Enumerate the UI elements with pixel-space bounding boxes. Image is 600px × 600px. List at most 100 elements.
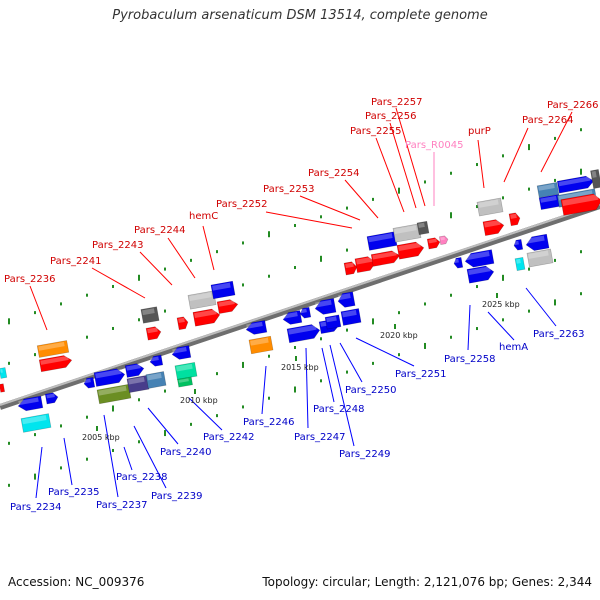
gene-shape[interactable] bbox=[216, 298, 239, 315]
tick-mark bbox=[528, 187, 530, 191]
gene-shape[interactable] bbox=[210, 280, 236, 300]
gene-shape[interactable] bbox=[20, 413, 52, 433]
gene-shape[interactable] bbox=[282, 310, 303, 326]
gene-shape[interactable] bbox=[556, 175, 595, 194]
leader-line bbox=[487, 311, 515, 341]
gene-label-bottom[interactable]: Pars_2249 bbox=[339, 449, 390, 460]
gene-label-bottom[interactable]: Pars_2251 bbox=[395, 369, 446, 380]
gene-shape[interactable] bbox=[482, 218, 505, 237]
gene-shape[interactable] bbox=[140, 306, 160, 324]
kbp-label: 2020 kbp bbox=[380, 331, 418, 340]
gene-shape[interactable] bbox=[36, 340, 70, 358]
gene-shape[interactable] bbox=[0, 383, 6, 393]
gene-label-bottom[interactable]: Pars_2239 bbox=[151, 491, 202, 502]
gene-shape[interactable] bbox=[538, 193, 562, 211]
gene-label-bottom[interactable]: Pars_2246 bbox=[243, 417, 294, 428]
gene-shape[interactable] bbox=[366, 231, 398, 251]
gene-label-top[interactable]: Pars_2241 bbox=[50, 256, 101, 267]
gene-shape[interactable] bbox=[38, 354, 73, 373]
tick-mark bbox=[502, 154, 504, 158]
gene-shape[interactable] bbox=[343, 261, 358, 276]
gene-shape[interactable] bbox=[44, 392, 59, 405]
gene-shape[interactable] bbox=[248, 335, 274, 355]
gene-shape[interactable] bbox=[392, 223, 422, 243]
gene-shape[interactable] bbox=[526, 248, 554, 268]
gene-shape[interactable] bbox=[192, 308, 221, 327]
gene-shape[interactable] bbox=[416, 220, 430, 236]
gene-shape[interactable] bbox=[187, 290, 217, 310]
gene-label-bottom[interactable]: Pars_2250 bbox=[345, 385, 396, 396]
gene-shape[interactable] bbox=[324, 314, 342, 330]
gene-shape[interactable] bbox=[370, 250, 401, 267]
gene-label-top[interactable]: purP bbox=[468, 126, 491, 137]
gene-shape[interactable] bbox=[126, 374, 150, 394]
gene-label-top[interactable]: Pars_2266 bbox=[547, 100, 598, 111]
gene-shape[interactable] bbox=[124, 363, 145, 378]
gene-label-top[interactable]: Pars_2253 bbox=[263, 184, 314, 195]
gene-shape[interactable] bbox=[17, 395, 44, 412]
leader-line bbox=[147, 407, 179, 445]
gene-label-top[interactable]: Pars_2264 bbox=[522, 115, 573, 126]
gene-shape[interactable] bbox=[513, 239, 524, 251]
gene-label-top[interactable]: Pars_2257 bbox=[371, 97, 422, 108]
gene-label-top[interactable]: Pars_2254 bbox=[308, 168, 359, 179]
gene-shape[interactable] bbox=[145, 326, 162, 341]
gene-shape[interactable] bbox=[145, 371, 167, 389]
gene-shape[interactable] bbox=[476, 197, 504, 217]
gene-label-bottom[interactable]: Pars_2240 bbox=[160, 447, 211, 458]
gene-shape[interactable] bbox=[337, 291, 356, 309]
gene-shape[interactable] bbox=[464, 249, 495, 269]
gene-shape[interactable] bbox=[93, 367, 126, 387]
tick-mark bbox=[86, 457, 88, 461]
gene-label-top[interactable]: Pars_2252 bbox=[216, 199, 267, 210]
gene-shape[interactable] bbox=[149, 354, 164, 367]
gene-shape[interactable] bbox=[514, 257, 526, 271]
gene-label-top[interactable]: hemC bbox=[189, 211, 218, 222]
gene-shape[interactable] bbox=[525, 233, 550, 252]
gene-shape[interactable] bbox=[396, 241, 425, 260]
gene-shape[interactable] bbox=[83, 376, 96, 389]
gene-shape[interactable] bbox=[0, 367, 8, 379]
gene-shape[interactable] bbox=[245, 319, 268, 335]
gene-shape[interactable] bbox=[508, 212, 521, 227]
gene-shape[interactable] bbox=[177, 376, 193, 388]
gene-label-bottom[interactable]: hemA bbox=[499, 342, 528, 353]
gene-label-top[interactable]: Pars_2255 bbox=[350, 126, 401, 137]
gene-label-bottom[interactable]: Pars_2238 bbox=[116, 472, 167, 483]
gene-label-bottom[interactable]: Pars_2237 bbox=[96, 500, 147, 511]
gene-shape[interactable] bbox=[354, 255, 377, 274]
leader-line bbox=[355, 337, 415, 367]
gene-shape[interactable] bbox=[453, 257, 464, 269]
gene-shape[interactable] bbox=[590, 169, 600, 189]
gene-shape[interactable] bbox=[286, 323, 321, 344]
tick-mark bbox=[294, 224, 296, 228]
kbp-tick bbox=[194, 389, 196, 394]
gene-label-bottom[interactable]: Pars_2247 bbox=[294, 432, 345, 443]
gene-label-top[interactable]: Pars_2243 bbox=[92, 240, 143, 251]
gene-shape[interactable] bbox=[174, 361, 198, 381]
gene-shape[interactable] bbox=[314, 297, 337, 315]
gene-shape[interactable] bbox=[299, 306, 312, 319]
gene-shape[interactable] bbox=[560, 193, 600, 216]
kbp-tick bbox=[394, 324, 396, 329]
gene-label-bottom[interactable]: Pars_2258 bbox=[444, 354, 495, 365]
gene-label-bottom[interactable]: Pars_2235 bbox=[48, 487, 99, 498]
gene-label-top[interactable]: Pars_2256 bbox=[365, 111, 416, 122]
gene-label-bottom[interactable]: Pars_2234 bbox=[10, 502, 61, 513]
gene-shape[interactable] bbox=[176, 316, 189, 331]
gene-label-bottom[interactable]: Pars_2248 bbox=[313, 404, 364, 415]
gene-shape[interactable] bbox=[536, 181, 560, 199]
gene-shape[interactable] bbox=[439, 235, 449, 245]
gene-shape[interactable] bbox=[426, 237, 441, 250]
tick-mark bbox=[294, 266, 296, 270]
gene-shape[interactable] bbox=[171, 345, 192, 361]
gene-shape[interactable] bbox=[466, 265, 495, 284]
gene-label-bottom[interactable]: Pars_2263 bbox=[533, 329, 584, 340]
gene-shape[interactable] bbox=[340, 308, 362, 326]
gene-label-bottom[interactable]: Pars_2242 bbox=[203, 432, 254, 443]
gene-shape[interactable] bbox=[96, 383, 132, 405]
gene-label-top[interactable]: Pars_2244 bbox=[134, 225, 185, 236]
rna-label[interactable]: Pars_R0045 bbox=[405, 140, 463, 151]
gene-label-top[interactable]: Pars_2236 bbox=[4, 274, 55, 285]
tick-mark bbox=[112, 405, 114, 412]
